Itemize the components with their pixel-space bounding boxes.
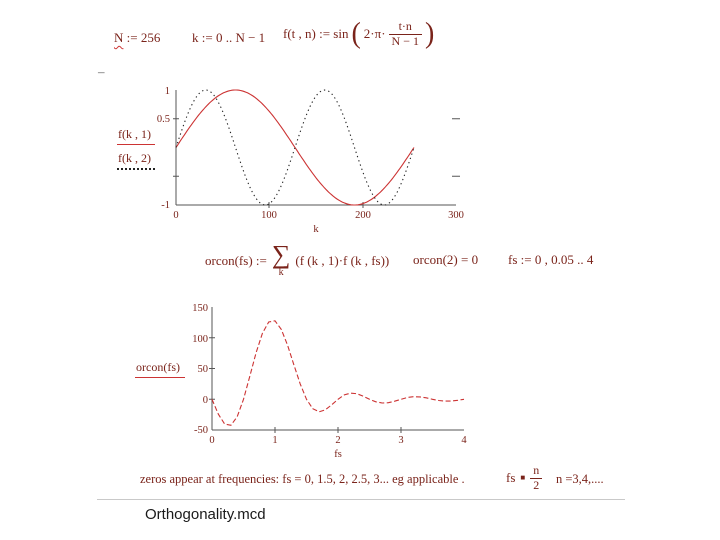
y-tick-label: 100 — [192, 334, 208, 345]
equation-n-definition: N := 256 — [114, 30, 160, 46]
trace-line-dotted — [117, 168, 155, 170]
y-tick-label: 50 — [198, 364, 209, 375]
sigma-index: k — [278, 267, 284, 278]
fraction-denominator: 2 — [530, 477, 543, 493]
summation: ∑ k — [271, 240, 291, 278]
sigma-symbol: ∑ — [271, 240, 291, 269]
eq-f-coeff: 2·π· — [363, 26, 386, 42]
trace-legend-2: f(k , 2) — [118, 151, 151, 165]
x-tick-label: 2 — [335, 435, 340, 446]
y-tick-label: 0.5 — [157, 114, 170, 125]
n-values-note: n =3,4,.... — [556, 472, 604, 486]
close-paren: ) — [424, 17, 435, 51]
eq-f-prefix: f(t , n) := sin — [283, 26, 349, 42]
var-n: N — [114, 30, 124, 45]
trace-line-orcon — [135, 377, 185, 378]
equation-fs-global: fs ■ n 2 — [506, 463, 543, 493]
x-tick-label: 100 — [261, 210, 277, 221]
equation-orcon-definition: orcon(fs) := ∑ k (f (k , 1)·f (k , fs)) — [205, 240, 390, 278]
x-tick-label: 3 — [398, 435, 403, 446]
x-axis-label: fs — [334, 449, 342, 460]
x-axis-label: k — [313, 224, 319, 235]
global-equals-icon: ■ — [520, 473, 526, 483]
y-tick-label: 1 — [165, 86, 170, 97]
equation-k-range: k := 0 .. N − 1 — [192, 30, 266, 45]
open-paren: ( — [351, 17, 361, 51]
x-tick-label: 0 — [173, 210, 178, 221]
margin-dash: – — [98, 64, 105, 79]
orcon-body: (f (k , 1)·f (k , fs)) — [295, 252, 390, 268]
eq-f-fraction: t·n N − 1 — [388, 19, 422, 49]
sine-series — [175, 89, 415, 206]
fs-lhs: fs — [506, 470, 516, 486]
zeros-note: zeros appear at frequencies: fs = 0, 1.5… — [140, 472, 465, 486]
trace-legend-1: f(k , 1) — [118, 127, 151, 141]
y-tick-label: -1 — [161, 200, 170, 211]
sine-chart: 1 0.5 -1 0 100 200 300 k — [157, 86, 464, 235]
fraction-numerator: t·n — [398, 19, 412, 33]
x-tick-label: 200 — [355, 210, 371, 221]
x-tick-label: 4 — [461, 435, 467, 446]
eq-n-rest: := 256 — [123, 30, 161, 45]
y-tick-label: 0 — [203, 395, 208, 406]
slide-divider — [97, 499, 625, 500]
orcon-chart: 150 100 50 0 -50 0 1 2 3 4 fs — [192, 303, 467, 460]
x-tick-label: 0 — [209, 435, 214, 446]
equation-fs-range: fs := 0 , 0.05 .. 4 — [508, 252, 594, 267]
x-tick-label: 1 — [272, 435, 277, 446]
y-tick-label: -50 — [194, 425, 208, 436]
equation-orcon-eval: orcon(2) = 0 — [413, 252, 479, 267]
fraction-numerator: n — [533, 463, 540, 477]
orcon-lhs: orcon(fs) := — [205, 252, 267, 268]
trace-legend-orcon: orcon(fs) — [136, 360, 180, 374]
y-tick-label: 150 — [192, 303, 208, 314]
x-tick-label: 300 — [448, 210, 464, 221]
fs-fraction: n 2 — [530, 463, 543, 493]
equation-f-definition: f(t , n) := sin ( 2·π· t·n N − 1 ) — [283, 17, 435, 51]
fraction-denominator: N − 1 — [388, 33, 422, 49]
trace-line-solid — [117, 144, 155, 145]
file-caption: Orthogonality.mcd — [145, 506, 266, 523]
orcon-series — [211, 320, 465, 426]
